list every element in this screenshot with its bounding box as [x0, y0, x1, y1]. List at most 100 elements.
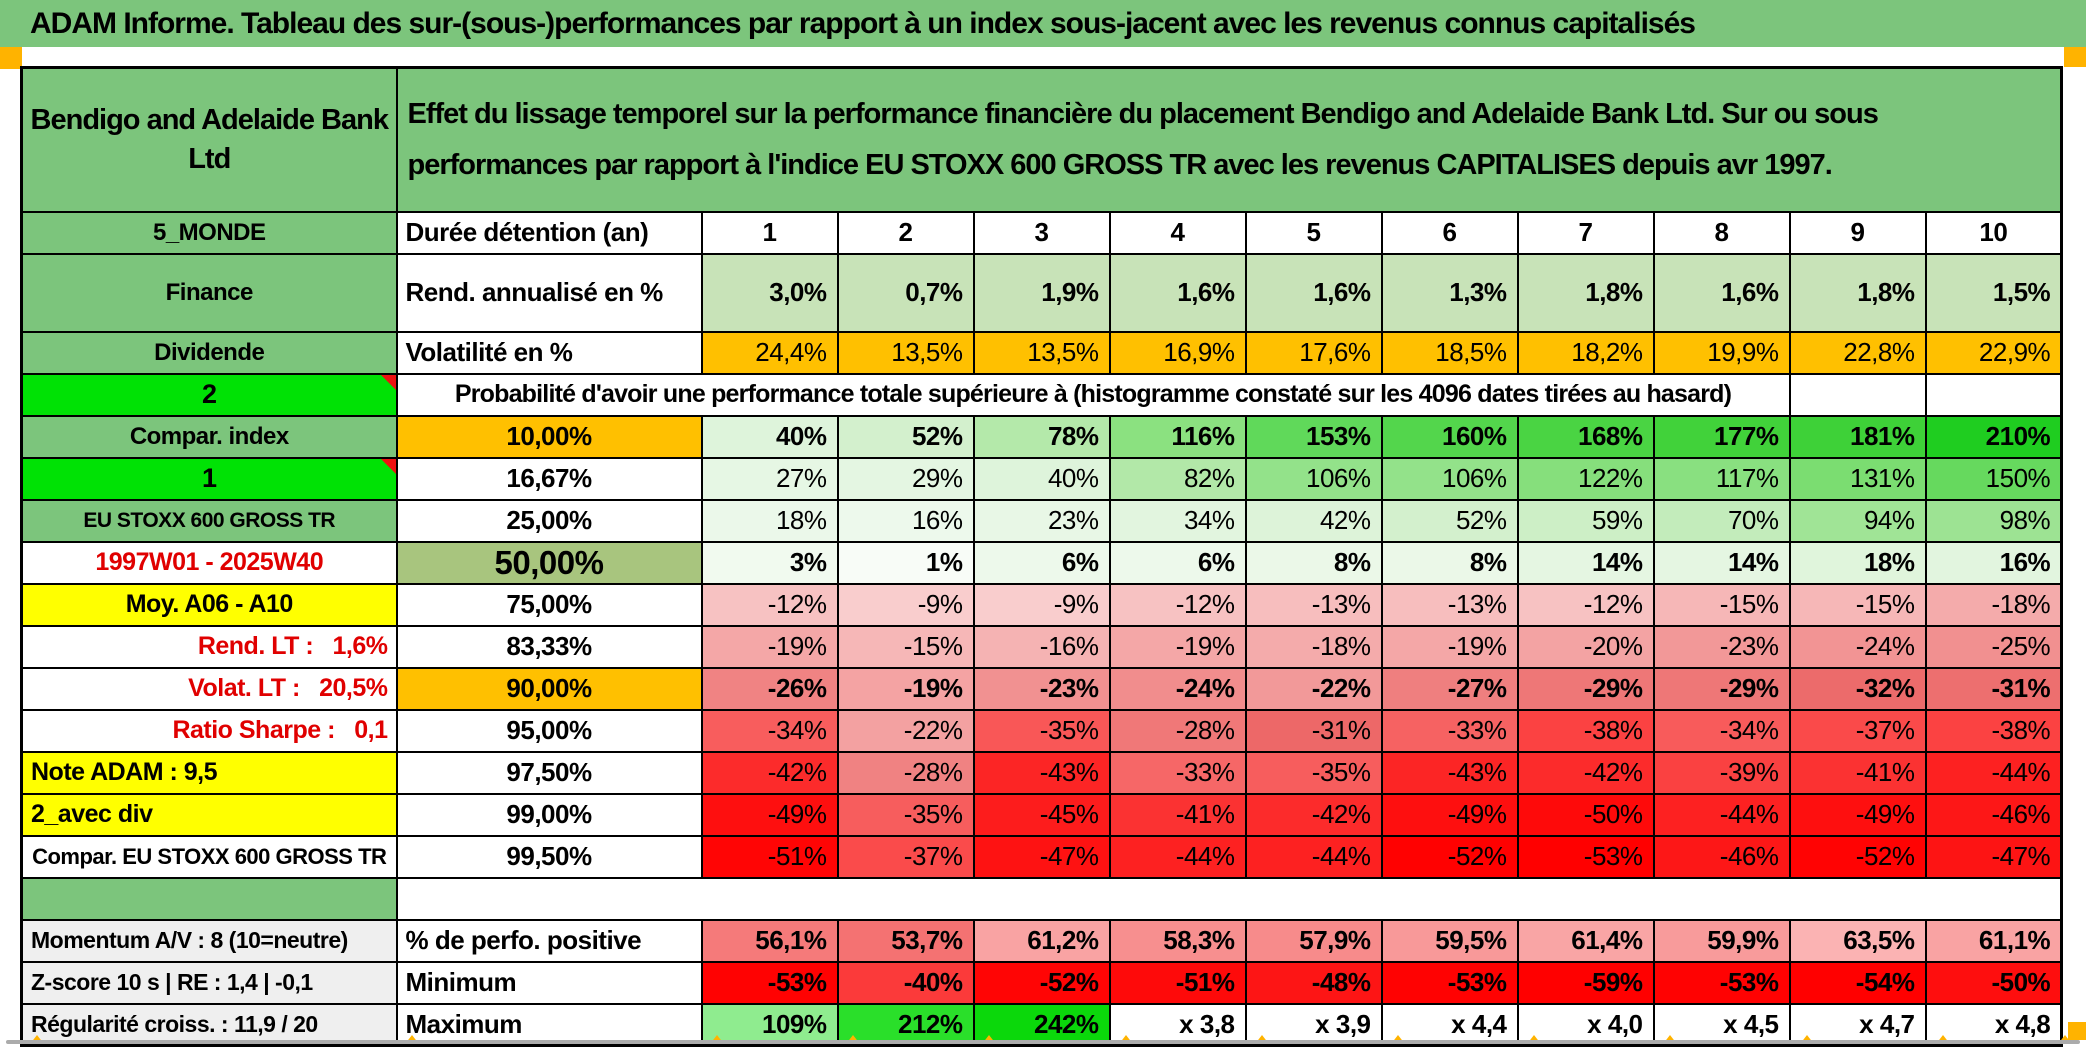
data-cell[interactable]: 116%: [1108, 414, 1247, 459]
data-cell[interactable]: 63,5%: [1788, 918, 1927, 963]
data-cell[interactable]: 3,0%: [700, 252, 839, 333]
data-cell[interactable]: -24%: [1108, 666, 1247, 711]
data-cell[interactable]: -41%: [1788, 750, 1927, 795]
data-cell[interactable]: 210%: [1924, 414, 2063, 459]
data-cell[interactable]: -53%: [700, 960, 839, 1005]
data-cell[interactable]: -48%: [1244, 960, 1383, 1005]
data-cell[interactable]: -52%: [1788, 834, 1927, 879]
data-cell[interactable]: x 4,8: [1924, 1002, 2063, 1047]
row-label-cell[interactable]: 5_MONDE: [20, 210, 398, 255]
data-cell[interactable]: -19%: [1108, 624, 1247, 669]
data-cell[interactable]: 40%: [700, 414, 839, 459]
data-cell[interactable]: -41%: [1108, 792, 1247, 837]
data-cell[interactable]: -29%: [1652, 666, 1791, 711]
data-cell[interactable]: -24%: [1788, 624, 1927, 669]
data-cell[interactable]: -22%: [1244, 666, 1383, 711]
data-cell[interactable]: -49%: [700, 792, 839, 837]
data-cell[interactable]: 1,9%: [972, 252, 1111, 333]
data-cell[interactable]: -18%: [1924, 582, 2063, 627]
row-label-cell[interactable]: Rend. LT : 1,6%: [20, 624, 398, 669]
data-cell[interactable]: 8: [1652, 210, 1791, 255]
data-cell[interactable]: 122%: [1516, 456, 1655, 501]
data-cell[interactable]: -37%: [1788, 708, 1927, 753]
data-cell[interactable]: 52%: [836, 414, 975, 459]
spacer-label-cell[interactable]: [20, 876, 398, 921]
data-cell[interactable]: -42%: [700, 750, 839, 795]
data-cell[interactable]: -23%: [972, 666, 1111, 711]
data-cell[interactable]: 5: [1244, 210, 1383, 255]
data-cell[interactable]: 59,5%: [1380, 918, 1519, 963]
data-cell[interactable]: 17,6%: [1244, 330, 1383, 375]
data-cell[interactable]: 109%: [700, 1002, 839, 1047]
data-cell[interactable]: 16%: [836, 498, 975, 543]
data-cell[interactable]: 24,4%: [700, 330, 839, 375]
data-cell[interactable]: 168%: [1516, 414, 1655, 459]
data-cell[interactable]: 1,6%: [1244, 252, 1383, 333]
data-cell[interactable]: -43%: [972, 750, 1111, 795]
row-label-cell[interactable]: Compar. EU STOXX 600 GROSS TR: [20, 834, 398, 879]
data-cell[interactable]: 0,7%: [836, 252, 975, 333]
data-cell[interactable]: 59%: [1516, 498, 1655, 543]
row-header-cell[interactable]: 83,33%: [395, 624, 703, 669]
data-cell[interactable]: 1: [700, 210, 839, 255]
data-cell[interactable]: -45%: [972, 792, 1111, 837]
data-cell[interactable]: 19,9%: [1652, 330, 1791, 375]
row-header-cell[interactable]: 16,67%: [395, 456, 703, 501]
data-cell[interactable]: -12%: [1108, 582, 1247, 627]
data-cell[interactable]: -40%: [836, 960, 975, 1005]
data-cell[interactable]: 16%: [1924, 540, 2063, 585]
data-cell[interactable]: 34%: [1108, 498, 1247, 543]
data-cell[interactable]: 13,5%: [836, 330, 975, 375]
data-cell[interactable]: -32%: [1788, 666, 1927, 711]
data-cell[interactable]: 16,9%: [1108, 330, 1247, 375]
row-header-cell[interactable]: Rend. annualisé en %: [395, 252, 703, 333]
data-cell[interactable]: 10: [1924, 210, 2063, 255]
data-cell[interactable]: 42%: [1244, 498, 1383, 543]
row-label-cell[interactable]: Note ADAM : 9,5: [20, 750, 398, 795]
data-cell[interactable]: -15%: [1652, 582, 1791, 627]
data-cell[interactable]: -49%: [1788, 792, 1927, 837]
row-header-cell[interactable]: 99,00%: [395, 792, 703, 837]
data-cell[interactable]: 40%: [972, 456, 1111, 501]
data-cell[interactable]: 78%: [972, 414, 1111, 459]
data-cell[interactable]: -37%: [836, 834, 975, 879]
data-cell[interactable]: -28%: [836, 750, 975, 795]
data-cell[interactable]: 181%: [1788, 414, 1927, 459]
data-cell[interactable]: -44%: [1108, 834, 1247, 879]
data-cell[interactable]: 8%: [1380, 540, 1519, 585]
data-cell[interactable]: -15%: [836, 624, 975, 669]
data-cell[interactable]: -34%: [700, 708, 839, 753]
row-header-cell[interactable]: 95,00%: [395, 708, 703, 753]
row-label-cell[interactable]: Ratio Sharpe : 0,1: [20, 708, 398, 753]
row-header-cell[interactable]: % de perfo. positive: [395, 918, 703, 963]
data-cell[interactable]: 29%: [836, 456, 975, 501]
row-header-cell[interactable]: 75,00%: [395, 582, 703, 627]
data-cell[interactable]: -47%: [972, 834, 1111, 879]
data-cell[interactable]: 53,7%: [836, 918, 975, 963]
data-cell[interactable]: 1,5%: [1924, 252, 2063, 333]
data-cell[interactable]: -42%: [1516, 750, 1655, 795]
data-cell[interactable]: 22,9%: [1924, 330, 2063, 375]
data-cell[interactable]: 61,2%: [972, 918, 1111, 963]
row-label-cell[interactable]: EU STOXX 600 GROSS TR: [20, 498, 398, 543]
probability-note-cell[interactable]: Probabilité d'avoir une performance tota…: [395, 372, 1791, 417]
data-cell[interactable]: 106%: [1380, 456, 1519, 501]
data-cell[interactable]: 13,5%: [972, 330, 1111, 375]
data-cell[interactable]: 4: [1108, 210, 1247, 255]
instrument-name-cell[interactable]: Bendigo and Adelaide Bank Ltd: [20, 66, 398, 213]
data-cell[interactable]: -38%: [1924, 708, 2063, 753]
data-cell[interactable]: -35%: [1244, 750, 1383, 795]
data-cell[interactable]: -52%: [972, 960, 1111, 1005]
data-cell[interactable]: 7: [1516, 210, 1655, 255]
data-cell[interactable]: 18,2%: [1516, 330, 1655, 375]
data-cell[interactable]: 22,8%: [1788, 330, 1927, 375]
data-cell[interactable]: -9%: [972, 582, 1111, 627]
data-cell[interactable]: 18%: [700, 498, 839, 543]
data-cell[interactable]: 1,3%: [1380, 252, 1519, 333]
data-cell[interactable]: 6%: [1108, 540, 1247, 585]
data-cell[interactable]: -50%: [1516, 792, 1655, 837]
empty-cell[interactable]: [1924, 372, 2063, 417]
data-cell[interactable]: -54%: [1788, 960, 1927, 1005]
data-cell[interactable]: -31%: [1244, 708, 1383, 753]
data-cell[interactable]: 2: [836, 210, 975, 255]
